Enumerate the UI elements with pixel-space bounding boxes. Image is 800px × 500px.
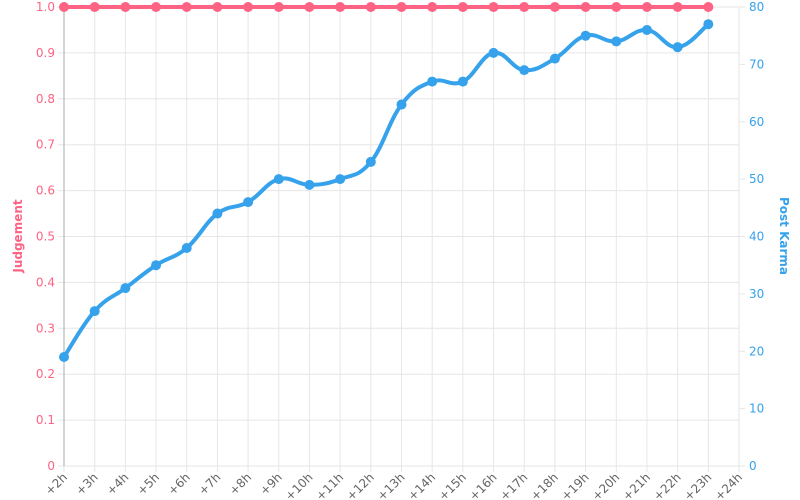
point (703, 2, 714, 12)
y-tick-label: 0.2 (36, 367, 55, 381)
point (611, 2, 622, 12)
point (549, 53, 560, 64)
x-tick-label: +22h (651, 470, 684, 500)
x-tick-label: +21h (620, 470, 653, 500)
point (151, 2, 162, 12)
point (365, 156, 376, 167)
point (212, 2, 223, 12)
point (519, 2, 530, 12)
y2-tick-label: 10 (749, 402, 764, 416)
x-tick-label: +17h (497, 470, 530, 500)
x-tick-label: +8h (226, 470, 254, 498)
point (243, 197, 254, 208)
x-tick-label: +23h (681, 470, 714, 500)
x-tick-label: +19h (559, 470, 592, 500)
point (703, 19, 714, 30)
y2-tick-label: 50 (749, 172, 764, 186)
x-tick-label: +2h (42, 470, 70, 498)
point (396, 99, 407, 110)
x-tick-label: +10h (282, 470, 315, 500)
x-tick-label: +13h (374, 470, 407, 500)
point (120, 283, 131, 294)
point (181, 242, 192, 253)
y-tick-label: 0.5 (36, 230, 55, 244)
y-tick-label: 0.7 (36, 138, 55, 152)
x-tick-label: +12h (344, 470, 377, 500)
y2-tick-label: 60 (749, 115, 764, 129)
point (427, 2, 438, 12)
point (151, 260, 162, 271)
x-tick-label: +7h (196, 470, 224, 498)
point (488, 2, 499, 12)
point (304, 179, 315, 190)
point (580, 2, 591, 12)
y2-tick-label: 20 (749, 344, 764, 358)
x-tick-label: +9h (257, 470, 285, 498)
x-tick-label: +20h (589, 470, 622, 500)
y-tick-label: 0 (47, 459, 55, 473)
y-tick-label: 0.8 (36, 92, 55, 106)
point (396, 2, 407, 12)
point (457, 2, 468, 12)
point (120, 2, 131, 12)
x-tick-label: +18h (528, 470, 561, 500)
point (641, 2, 652, 12)
x-tick-label: +4h (104, 470, 132, 498)
point (212, 208, 223, 219)
y-axis-title: Judgement (11, 199, 25, 274)
y-tick-label: 0.9 (36, 46, 55, 60)
point (580, 30, 591, 41)
point (335, 2, 346, 12)
y-tick-label: 0.3 (36, 321, 55, 335)
y2-tick-label: 40 (749, 230, 764, 244)
point (273, 2, 284, 12)
y2-tick-label: 0 (749, 459, 757, 473)
y2-tick-label: 70 (749, 57, 764, 71)
x-tick-label: +14h (405, 470, 438, 500)
point (549, 2, 560, 12)
point (243, 2, 254, 12)
point (611, 36, 622, 47)
point (672, 42, 683, 53)
y-tick-label: 0.4 (36, 275, 55, 289)
point (488, 47, 499, 58)
point (335, 174, 346, 185)
y-tick-label: 1.0 (36, 0, 55, 14)
x-tick-label: +6h (165, 470, 193, 498)
y2-axis-title: Post Karma (777, 197, 791, 275)
y-tick-label: 0.6 (36, 184, 55, 198)
y2-tick-label: 30 (749, 287, 764, 301)
point (519, 65, 530, 76)
point (457, 76, 468, 87)
x-tick-label: +15h (436, 470, 469, 500)
x-tick-label: +3h (73, 470, 101, 498)
point (181, 2, 192, 12)
point (59, 2, 69, 12)
y2-tick-label: 80 (749, 0, 764, 14)
point (59, 351, 69, 362)
point (365, 2, 376, 12)
series-line (62, 22, 710, 359)
point (273, 174, 284, 185)
point (641, 24, 652, 35)
point (427, 76, 438, 87)
y-tick-label: 0.1 (36, 413, 55, 427)
point (89, 2, 100, 12)
x-tick-label: +16h (466, 470, 499, 500)
x-tick-label: +24h (712, 470, 745, 500)
x-tick-label: +11h (313, 470, 346, 500)
point (304, 2, 315, 12)
point (89, 306, 100, 317)
x-tick-label: +5h (134, 470, 162, 498)
point (672, 2, 683, 12)
